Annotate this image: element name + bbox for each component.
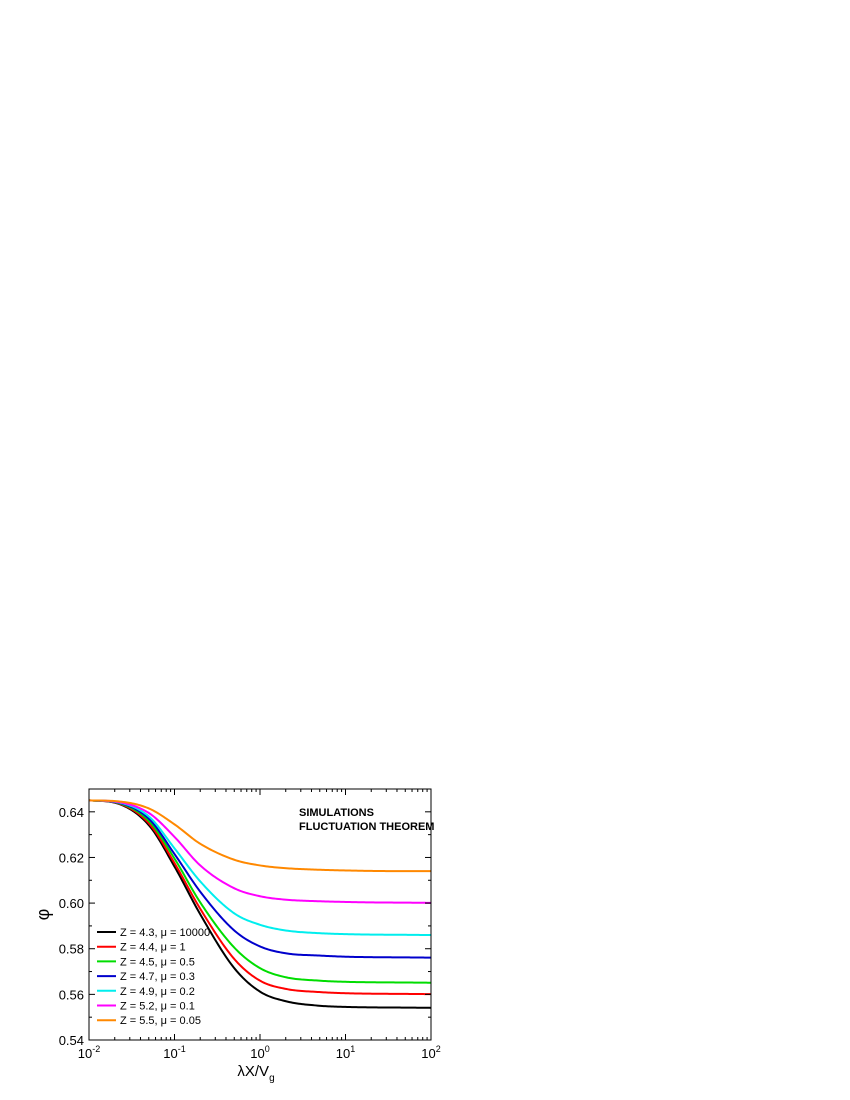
x-tick-label: 10-1 xyxy=(163,1044,185,1061)
legend-label: Z = 4.5, μ = 0.5 xyxy=(120,956,195,968)
y-tick-label: 0.64 xyxy=(59,805,84,820)
y-tick-label: 0.56 xyxy=(59,987,84,1002)
x-tick-label-exponent: -1 xyxy=(178,1044,186,1054)
y-tick-label: 0.60 xyxy=(59,896,84,911)
y-axis-label: φ xyxy=(33,909,53,921)
series-line-7 xyxy=(89,799,431,873)
x-tick-label-base: 10 xyxy=(421,1046,435,1061)
x-axis-label: λX/Vg xyxy=(237,1063,274,1084)
series-line-5 xyxy=(89,799,431,937)
x-tick-label-base: 10 xyxy=(250,1046,264,1061)
plot-area xyxy=(89,799,431,1009)
x-tick-label: 10-2 xyxy=(78,1044,100,1061)
x-tick-label: 102 xyxy=(421,1044,440,1061)
x-tick-label-exponent: -2 xyxy=(92,1044,100,1054)
series-line-1 xyxy=(89,799,431,1009)
series-line-2 xyxy=(89,799,431,996)
x-tick-label-base: 10 xyxy=(78,1046,92,1061)
x-axis-label-main: λX/V xyxy=(237,1063,269,1080)
legend-label: Z = 4.7, μ = 0.3 xyxy=(120,971,195,983)
series-line-3 xyxy=(89,799,431,984)
legend-label: Z = 4.9, μ = 0.2 xyxy=(120,986,195,998)
y-tick-label: 0.62 xyxy=(59,850,84,865)
annotations: SIMULATIONS FLUCTUATION THEOREM xyxy=(299,807,434,833)
legend-label: Z = 5.5, μ = 0.05 xyxy=(120,1015,201,1027)
series-line-6 xyxy=(89,799,431,904)
legend-label: Z = 4.4, μ = 1 xyxy=(120,942,186,954)
x-tick-label-base: 10 xyxy=(336,1046,350,1061)
x-tick-label-exponent: 1 xyxy=(350,1044,355,1054)
x-tick-label-exponent: 2 xyxy=(436,1044,441,1054)
annotation-text: SIMULATIONS xyxy=(299,807,374,819)
x-tick-label-exponent: 0 xyxy=(265,1044,270,1054)
annotation-text: FLUCTUATION THEOREM xyxy=(299,821,434,833)
y-tick-label: 0.58 xyxy=(59,942,84,957)
series-line-4 xyxy=(89,799,431,959)
x-axis-label-subscript: g xyxy=(269,1073,275,1084)
axes: 10-2 10-1 100 101 1020.540.560.580.600.620.6… xyxy=(33,788,441,1084)
legend: Z = 4.3, μ = 10000 Z = 4.4, μ = 1 Z = 4.5,… xyxy=(97,927,210,1027)
x-tick-label: 101 xyxy=(336,1044,355,1061)
x-tick-label-base: 10 xyxy=(163,1046,177,1061)
y-tick-label: 0.54 xyxy=(59,1033,84,1048)
x-tick-label: 100 xyxy=(250,1044,269,1061)
legend-label: Z = 4.3, μ = 10000 xyxy=(120,927,210,939)
legend-label: Z = 5.2, μ = 0.1 xyxy=(120,1001,195,1013)
